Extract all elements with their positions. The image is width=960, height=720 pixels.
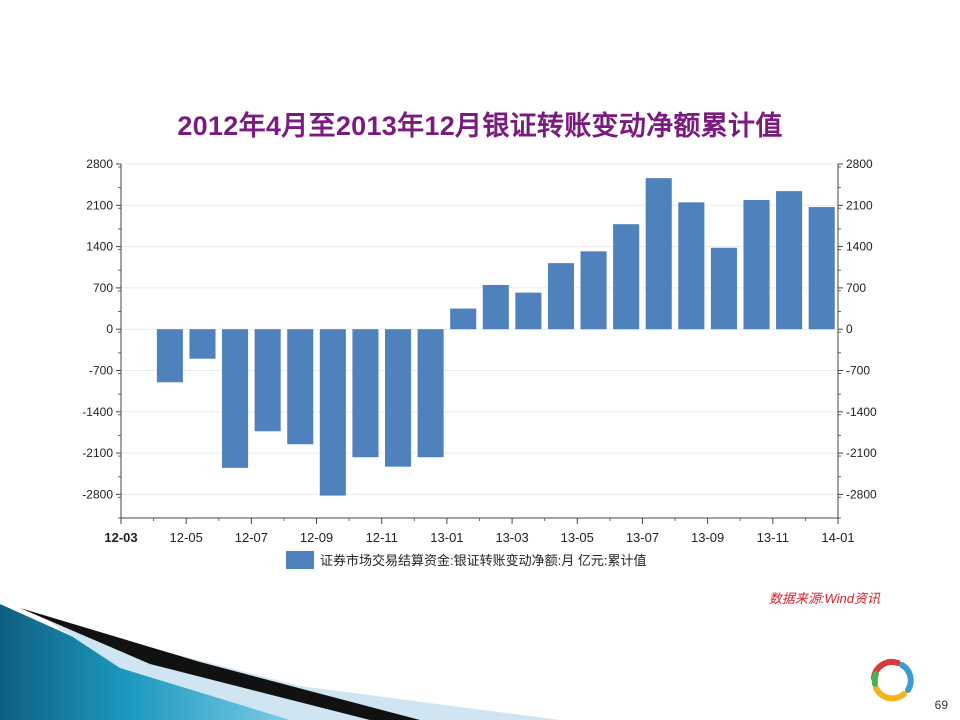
x-tick-label: 13-11	[757, 530, 789, 545]
bar-12-07	[254, 329, 281, 432]
x-tick-label: 12-05	[170, 530, 203, 545]
bar-13-10	[743, 199, 770, 330]
x-tick-label: 12-09	[300, 530, 333, 545]
bar-13-08	[678, 202, 705, 330]
y-tick-label-right: -2800	[846, 487, 877, 501]
y-tick-label-right: 700	[846, 281, 866, 295]
bar-12-05	[189, 329, 216, 359]
slide-title: 2012年4月至2013年12月银证转账变动净额累计值	[177, 111, 783, 141]
logo-icon	[871, 658, 914, 702]
legend: 证券市场交易结算资金:银证转账变动净额:月 亿元:累计值	[286, 551, 646, 569]
y-tick-label-left: 2100	[86, 198, 113, 212]
decor-teal-wave	[0, 604, 290, 720]
bar-13-05	[580, 251, 607, 330]
x-tick-label: 13-09	[691, 530, 724, 545]
x-tick-label: 13-03	[495, 530, 528, 545]
y-tick-label-left: 1400	[86, 240, 113, 254]
bar-13-02	[482, 284, 509, 330]
bar-12-11	[384, 329, 412, 467]
bar-13-09	[710, 247, 737, 330]
y-tick-label-right: 2100	[846, 198, 873, 212]
y-tick-label-left: -2100	[82, 446, 113, 460]
bar-13-12	[808, 207, 835, 330]
y-tick-label-right: 0	[846, 322, 853, 336]
bar-12-09	[319, 329, 346, 496]
y-tick-label-right: -2100	[846, 446, 877, 460]
legend-swatch	[286, 551, 314, 569]
y-tick-label-left: -2800	[82, 487, 113, 501]
bars	[156, 178, 835, 496]
bar-12-10	[352, 329, 379, 458]
bar-13-06	[613, 224, 640, 330]
x-tick-label: 12-07	[235, 530, 268, 545]
x-tick-label: 13-07	[626, 530, 659, 545]
y-tick-label-right: -1400	[846, 405, 877, 419]
y-tick-label-left: 700	[93, 281, 113, 295]
bar-12-04	[156, 329, 183, 383]
x-tick-label: 12-03	[104, 530, 137, 545]
legend-label: 证券市场交易结算资金:银证转账变动净额:月 亿元:累计值	[320, 553, 646, 568]
bar-12-12	[417, 329, 444, 458]
bar-chart: 2800 2800 2100 2100 1400 1400 700 700 0 0 -700 -700…	[82, 157, 877, 569]
y-tick-label-left: -1400	[82, 405, 113, 419]
bar-13-03	[515, 292, 542, 330]
bar-13-11	[776, 191, 803, 330]
x-tick-label: 13-01	[430, 530, 463, 545]
x-tick-label: 12-11	[366, 530, 398, 545]
x-tick-label: 14-01	[821, 530, 854, 545]
y-tick-label-right: 1400	[846, 240, 873, 254]
axes: 2800 2800 2100 2100 1400 1400 700 700 0 0 -700 -700…	[82, 157, 877, 545]
y-tick-label-right: 2800	[846, 157, 873, 171]
y-tick-label-left: 0	[106, 322, 113, 336]
y-tick-label-left: -700	[89, 364, 113, 378]
page-number: 69	[934, 698, 948, 712]
bar-13-07	[645, 178, 672, 330]
bar-13-04	[547, 263, 575, 330]
y-tick-label-left: 2800	[86, 157, 113, 171]
y-tick-label-right: -700	[846, 364, 870, 378]
x-tick-label: 13-05	[561, 530, 594, 545]
source-note: 数据来源:Wind资讯	[768, 591, 880, 606]
bar-12-06	[222, 329, 249, 468]
bar-13-01	[450, 308, 477, 330]
bar-12-08	[287, 329, 314, 445]
